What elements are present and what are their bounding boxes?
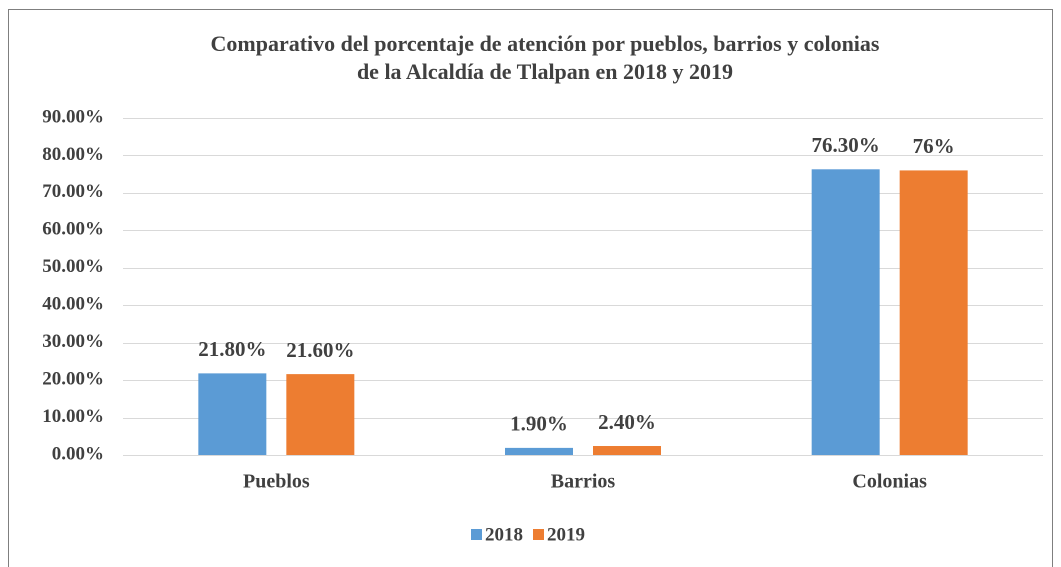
y-tick-label: 30.00% [42, 331, 104, 352]
data-label: 76.30% [812, 133, 880, 157]
legend-swatch [471, 529, 482, 540]
chart-title: Comparativo del porcentaje de atención p… [211, 31, 880, 56]
data-label: 21.80% [198, 337, 266, 361]
data-label: 76% [913, 134, 955, 158]
data-label: 1.90% [510, 412, 568, 436]
x-tick-label: Colonias [852, 471, 927, 493]
data-label: 2.40% [598, 410, 656, 434]
y-tick-label: 10.00% [42, 406, 104, 427]
y-tick-label: 90.00% [42, 106, 104, 127]
y-tick-label: 70.00% [42, 181, 104, 202]
bar [593, 446, 661, 455]
bar [198, 373, 267, 455]
bar [899, 170, 968, 455]
chart-title: de la Alcaldía de Tlalpan en 2018 y 2019 [357, 59, 733, 84]
legend-label: 2019 [547, 524, 585, 545]
y-tick-label: 60.00% [42, 219, 104, 240]
legend-label: 2018 [485, 524, 523, 545]
legend-swatch [533, 529, 544, 540]
y-tick-label: 0.00% [52, 443, 104, 464]
y-tick-label: 80.00% [42, 144, 104, 165]
y-tick-label: 40.00% [42, 294, 104, 315]
data-label: 21.60% [286, 338, 354, 362]
bar [286, 374, 355, 455]
y-tick-label: 20.00% [42, 368, 104, 389]
bar [505, 447, 573, 455]
y-tick-label: 50.00% [42, 256, 104, 277]
x-tick-label: Pueblos [243, 471, 310, 493]
x-tick-label: Barrios [551, 471, 616, 493]
bar [811, 169, 880, 455]
